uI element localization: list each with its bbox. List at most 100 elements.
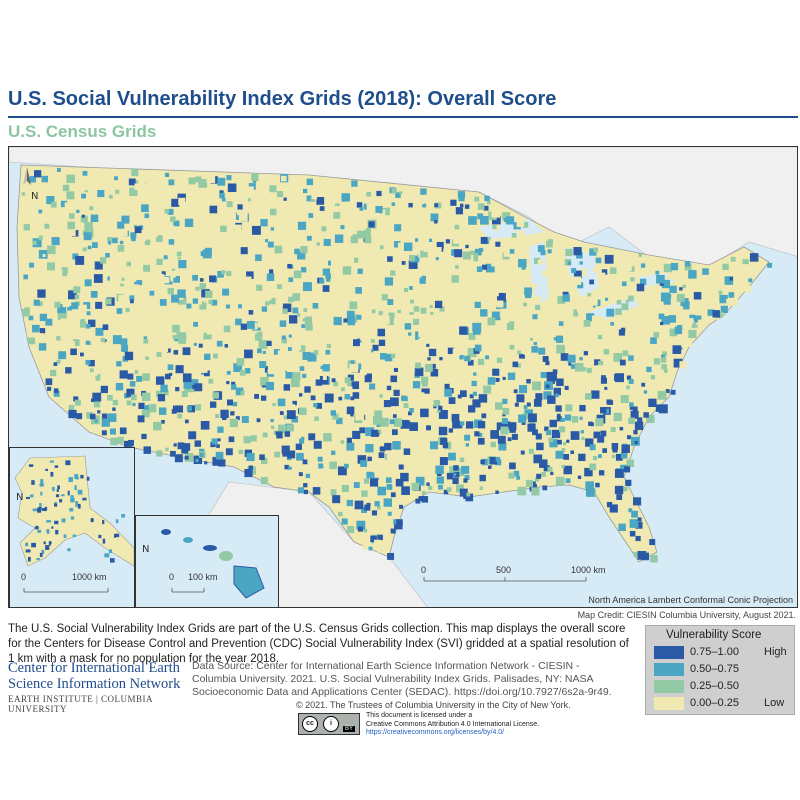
grid-cell xyxy=(141,409,150,418)
map-frame[interactable]: N 0 1000 km N 0 100 km N xyxy=(8,146,798,608)
grid-cell xyxy=(525,346,529,350)
grid-cell xyxy=(368,546,373,551)
grid-cell xyxy=(33,287,37,292)
grid-cell xyxy=(601,379,606,383)
cc-by-badge[interactable]: cc i BY xyxy=(298,713,360,735)
grid-cell xyxy=(274,451,281,458)
grid-cell xyxy=(341,518,348,525)
grid-cell xyxy=(393,367,398,373)
grid-cell xyxy=(154,265,159,271)
grid-cell xyxy=(525,479,533,488)
grid-cell xyxy=(482,302,492,312)
grid-cell xyxy=(111,319,120,327)
grid-cell xyxy=(468,216,477,225)
grid-cell xyxy=(233,224,242,234)
hawaii-inset[interactable]: N 0 100 km xyxy=(135,515,279,607)
grid-cell xyxy=(570,450,574,455)
grid-cell xyxy=(250,358,258,366)
grid-cell xyxy=(430,201,436,207)
grid-cell xyxy=(531,283,537,290)
grid-cell xyxy=(403,448,411,455)
grid-cell xyxy=(134,370,139,374)
grid-cell xyxy=(38,343,47,351)
grid-cell xyxy=(581,367,586,372)
grid-cell xyxy=(183,380,193,389)
grid-cell xyxy=(591,390,600,399)
grid-cell xyxy=(94,419,98,423)
grid-cell xyxy=(177,289,186,298)
grid-cell xyxy=(308,433,316,441)
grid-cell xyxy=(669,285,677,294)
grid-cell xyxy=(87,281,92,286)
grid-cell xyxy=(424,213,430,219)
grid-cell xyxy=(593,247,599,253)
grid-cell xyxy=(466,421,474,429)
grid-cell xyxy=(539,459,548,468)
grid-cell xyxy=(260,266,265,272)
grid-cell xyxy=(748,278,753,283)
grid-cell xyxy=(341,484,349,493)
grid-cell xyxy=(171,294,180,303)
grid-cell xyxy=(333,316,342,326)
grid-cell xyxy=(459,488,468,497)
grid-cell xyxy=(584,299,593,308)
grid-cell xyxy=(291,404,295,408)
grid-cell xyxy=(232,285,239,292)
grid-cell xyxy=(397,309,401,314)
grid-cell xyxy=(372,344,379,351)
grid-cell xyxy=(67,548,71,552)
grid-cell xyxy=(621,342,630,351)
grid-cell xyxy=(238,449,244,455)
grid-cell xyxy=(46,262,55,271)
grid-cell xyxy=(503,218,508,223)
grid-cell xyxy=(291,348,301,358)
grid-cell xyxy=(610,427,616,433)
grid-cell xyxy=(108,549,113,554)
grid-cell xyxy=(255,266,259,270)
grid-cell xyxy=(347,255,355,262)
grid-cell xyxy=(324,393,334,403)
grid-cell xyxy=(90,214,99,223)
grid-cell xyxy=(595,257,602,264)
grid-cell xyxy=(557,439,562,445)
grid-cell xyxy=(441,290,447,296)
grid-cell xyxy=(104,553,110,558)
grid-cell xyxy=(629,519,639,528)
grid-cell xyxy=(364,375,372,383)
grid-cell xyxy=(628,508,633,513)
grid-cell xyxy=(584,467,593,477)
grid-cell xyxy=(409,312,414,317)
grid-cell xyxy=(297,487,304,494)
grid-cell xyxy=(65,461,69,465)
grid-cell xyxy=(107,413,117,422)
grid-cell xyxy=(298,345,306,352)
grid-cell xyxy=(83,273,88,279)
grid-cell xyxy=(456,467,465,477)
grid-cell xyxy=(246,271,254,279)
license-link[interactable]: https://creativecommons.org/licenses/by/… xyxy=(366,729,505,736)
grid-cell xyxy=(464,434,471,441)
grid-cell xyxy=(302,373,307,378)
grid-cell xyxy=(371,510,378,516)
grid-cell xyxy=(54,465,59,468)
grid-cell xyxy=(115,189,120,194)
grid-cell xyxy=(481,413,487,419)
grid-cell xyxy=(493,224,500,231)
title-divider xyxy=(8,116,798,118)
grid-cell xyxy=(452,235,461,244)
grid-cell xyxy=(284,431,291,437)
legend-range: 0.75–1.00 xyxy=(690,646,739,658)
grid-cell xyxy=(33,170,42,178)
grid-cell xyxy=(269,269,274,274)
grid-cell xyxy=(442,442,449,449)
grid-cell xyxy=(31,542,36,548)
alaska-inset[interactable]: N 0 1000 km xyxy=(9,447,135,607)
grid-cell xyxy=(491,359,498,366)
grid-cell xyxy=(408,411,412,416)
grid-cell xyxy=(520,450,525,455)
grid-cell xyxy=(141,316,146,320)
grid-cell xyxy=(28,337,36,345)
grid-cell xyxy=(41,508,47,512)
grid-cell xyxy=(598,470,605,476)
grid-cell xyxy=(536,442,544,451)
